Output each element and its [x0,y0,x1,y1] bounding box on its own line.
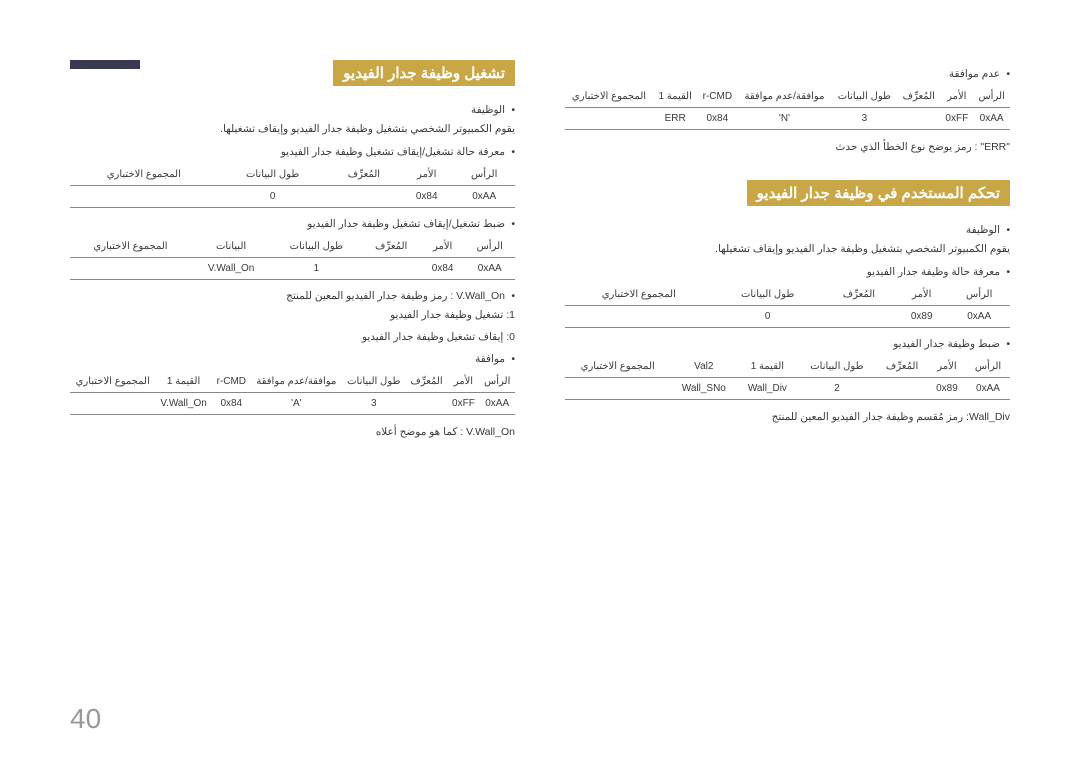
table-row: الرأس الأمر المُعرِّف طول البيانات البيا… [70,236,515,258]
table-view-status: الرأس الأمر المُعرِّف طول البيانات المجم… [70,164,515,208]
table-row: الرأس الأمر المُعرِّف طول البيانات المجم… [565,284,1010,306]
walldiv-note: Wall_Div: رمز مُقسم وظيفة جدار الفيديو ا… [565,410,1010,426]
heading-user-control: تحكم المستخدم في وظيفة جدار الفيديو [747,180,1010,206]
table-row: 0xAA 0x84 1 V.Wall_On [70,257,515,279]
bullet-function: الوظيفة [70,104,515,116]
err-note: "ERR" : رمز يوضح نوع الخطأ الذي حدث [565,140,1010,156]
table-row: الرأس الأمر المُعرِّف طول البيانات القيم… [565,356,1010,378]
table-row: 0xAA 0xFF 3 'A' 0x84 V.Wall_On [70,393,515,415]
table-set-status: الرأس الأمر المُعرِّف طول البيانات البيا… [70,236,515,280]
table-row: 0xAA 0x89 2 Wall_Div Wall_SNo [565,377,1010,399]
table-set2: الرأس الأمر المُعرِّف طول البيانات القيم… [565,356,1010,400]
table-view2: الرأس الأمر المُعرِّف طول البيانات المجم… [565,284,1010,328]
table-row: الرأس الأمر المُعرِّف طول البيانات المجم… [70,164,515,186]
page-content: تشغيل وظيفة جدار الفيديو الوظيفة يقوم ال… [0,0,1080,477]
bullet-function2: الوظيفة [565,224,1010,236]
bullet-view2: معرفة حالة وظيفة جدار الفيديو [565,266,1010,278]
table-ack: الرأس الأمر المُعرِّف طول البيانات موافق… [70,371,515,415]
bullet-set-status: ضبط تشغيل/إيقاف تشغيل وظيفة جدار الفيديو [70,218,515,230]
table-row: الرأس الأمر المُعرِّف طول البيانات موافق… [70,371,515,393]
vwall-note: V.Wall_On : رمز وظيفة جدار الفيديو المعي… [70,290,515,302]
table-row: الرأس الأمر المُعرِّف طول البيانات موافق… [565,86,1010,108]
corner-mark [70,60,140,69]
table-row: 0xAA 0x89 0 [565,305,1010,327]
right-column: تشغيل وظيفة جدار الفيديو الوظيفة يقوم ال… [70,60,515,447]
note-off: 0: إيقاف تشغيل وظيفة جدار الفيديو [70,330,515,346]
bullet-view-status: معرفة حالة تشغيل/إيقاف تشغيل وظيفة جدار … [70,146,515,158]
table-nak: الرأس الأمر المُعرِّف طول البيانات موافق… [565,86,1010,130]
bullet-nak: عدم موافقة [565,68,1010,80]
page-number: 40 [70,703,101,735]
function-desc: يقوم الكمبيوتر الشخصي بتشغيل وظيفة جدار … [70,122,515,138]
bullet-ack: موافقة [70,353,515,365]
left-column: عدم موافقة الرأس الأمر المُعرِّف طول الب… [565,60,1010,447]
bullet-set2: ضبط وظيفة جدار الفيديو [565,338,1010,350]
heading-video-wall-on: تشغيل وظيفة جدار الفيديو [333,60,515,86]
function2-desc: يقوم الكمبيوتر الشخصي بتشغيل وظيفة جدار … [565,242,1010,258]
table-row: 0xAA 0xFF 3 'N' 0x84 ERR [565,108,1010,130]
note-on: 1: تشغيل وظيفة جدار الفيديو [70,308,515,324]
vwall-above: V.Wall_On : كما هو موضح أعلاه [70,425,515,441]
table-row: 0xAA 0x84 0 [70,185,515,207]
